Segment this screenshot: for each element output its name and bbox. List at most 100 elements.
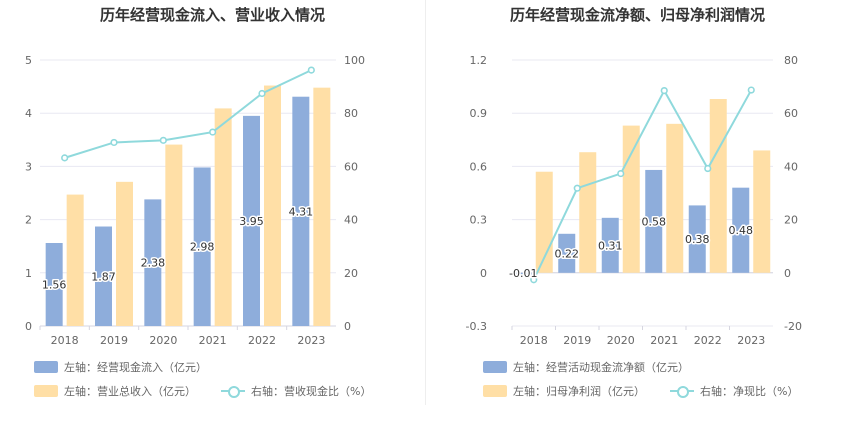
bar-data-label: 0.22 bbox=[555, 247, 580, 260]
line-point bbox=[704, 164, 712, 173]
y-tick-label-left: 5 bbox=[25, 54, 32, 67]
y-tick-label-right: 80 bbox=[344, 107, 358, 120]
bar-secondary bbox=[622, 125, 640, 273]
panel-divider bbox=[425, 0, 426, 405]
y-tick-label-right: 0 bbox=[784, 267, 791, 280]
line-point bbox=[617, 169, 625, 178]
y-tick-label-left: 1 bbox=[25, 267, 32, 280]
bar-primary bbox=[558, 233, 576, 273]
x-tick-label: 2019 bbox=[563, 334, 591, 347]
legend-swatch-line bbox=[221, 385, 245, 398]
line-series bbox=[64, 69, 312, 159]
bar-primary bbox=[144, 199, 162, 326]
bar-secondary bbox=[264, 85, 281, 326]
legend-item-net-cash-flow[interactable]: 左轴：经营活动现金流净额（亿元） bbox=[483, 359, 689, 375]
legend-swatch-bar-secondary bbox=[34, 385, 58, 397]
y-tick-label-left: -0.3 bbox=[466, 320, 487, 333]
x-tick-label: 2023 bbox=[297, 334, 325, 347]
y-tick-label-right: 20 bbox=[784, 214, 798, 227]
bar-data-label: 1.56 bbox=[42, 279, 67, 292]
legend-label: 左轴：经营活动现金流净额（亿元） bbox=[513, 361, 689, 374]
y-tick-label-left: 3 bbox=[25, 160, 32, 173]
legend-item-net-cash-ratio[interactable]: 右轴：净现比（%） bbox=[670, 383, 798, 399]
line-point bbox=[660, 86, 668, 95]
y-tick-label-right: 80 bbox=[784, 54, 798, 67]
y-tick-label-right: -20 bbox=[784, 320, 802, 333]
x-tick-label: 2018 bbox=[51, 334, 79, 347]
legend-label: 左轴：归母净利润（亿元） bbox=[513, 385, 645, 398]
y-tick-label-right: 60 bbox=[344, 160, 358, 173]
bar-primary bbox=[688, 205, 706, 273]
y-tick-label-right: 100 bbox=[344, 54, 365, 67]
legend-item-cash-ratio[interactable]: 右轴：营收现金比（%） bbox=[221, 383, 371, 399]
bar-secondary bbox=[666, 123, 684, 273]
bar-secondary bbox=[709, 99, 727, 273]
y-tick-label-left: 4 bbox=[25, 107, 32, 120]
x-tick-label: 2022 bbox=[694, 334, 722, 347]
chart-title: 历年经营现金流入、营业收入情况 bbox=[99, 6, 325, 24]
line-point bbox=[530, 276, 538, 284]
bar-data-label: -0.01 bbox=[509, 267, 537, 280]
bar-primary bbox=[732, 187, 750, 273]
y-tick-label-right: 20 bbox=[344, 267, 358, 280]
bar-primary bbox=[645, 169, 663, 273]
bar-data-label: 0.38 bbox=[685, 233, 710, 246]
chart-net-cash-svg: -0.3 -20 0 0 0.3 20 0.6 40 0.9 60 1.2 80 2018 2019 202… bbox=[466, 54, 802, 347]
chart-panel-cash-inflow: 历年经营现金流入、营业收入情况 0 0 1 20 2 40 3 60 4 80 5 100 2018 20… bbox=[25, 6, 371, 399]
x-tick-label: 2020 bbox=[607, 334, 635, 347]
y-tick-label-right: 40 bbox=[344, 214, 358, 227]
line-point bbox=[61, 154, 69, 162]
legend-label: 左轴：营业总收入（亿元） bbox=[64, 385, 196, 398]
chart-title: 历年经营现金流净额、归母净利润情况 bbox=[509, 6, 765, 24]
line-point bbox=[110, 138, 118, 147]
legend-label: 左轴：经营现金流入（亿元） bbox=[64, 361, 207, 374]
legend-swatch-bar-primary bbox=[483, 361, 507, 373]
bar-data-label: 0.58 bbox=[642, 215, 667, 228]
line-point bbox=[307, 66, 315, 74]
bar-secondary bbox=[579, 152, 597, 273]
y-tick-label-left: 2 bbox=[25, 214, 32, 227]
line-series bbox=[532, 88, 753, 281]
y-tick-label-left: 0.9 bbox=[470, 107, 488, 120]
legend-label: 右轴：净现比（%） bbox=[700, 385, 799, 398]
legend-swatch-bar-secondary bbox=[483, 385, 507, 397]
line-point bbox=[747, 86, 755, 94]
bar-secondary bbox=[165, 144, 183, 326]
bar-data-label: 1.87 bbox=[91, 270, 116, 283]
legend-swatch-line bbox=[670, 385, 694, 398]
y-tick-label-right: 40 bbox=[784, 160, 798, 173]
x-tick-label: 2020 bbox=[149, 334, 177, 347]
legend-item-revenue[interactable]: 左轴：营业总收入（亿元） bbox=[34, 383, 196, 399]
bar-primary bbox=[45, 243, 63, 326]
y-tick-label-right: 0 bbox=[344, 320, 351, 333]
bar-primary bbox=[95, 226, 112, 326]
bar-primary bbox=[292, 96, 310, 326]
y-tick-label-right: 60 bbox=[784, 107, 798, 120]
x-tick-label: 2021 bbox=[650, 334, 678, 347]
y-tick-label-left: 0.3 bbox=[470, 214, 488, 227]
bar-primary bbox=[514, 272, 532, 275]
bar-secondary bbox=[66, 194, 84, 326]
y-tick-label-left: 0 bbox=[480, 267, 487, 280]
bar-secondary bbox=[214, 108, 232, 326]
line-point bbox=[209, 128, 217, 136]
legend-swatch-bar-primary bbox=[34, 361, 58, 373]
bar-secondary bbox=[313, 87, 331, 326]
bar-data-label: 3.95 bbox=[239, 215, 264, 228]
bar-secondary bbox=[116, 181, 133, 326]
chart-panel-net-cash: 历年经营现金流净额、归母净利润情况 -0.3 -20 0 0 0.3 20 0.6 40 0.9… bbox=[425, 0, 850, 437]
x-tick-label: 2023 bbox=[737, 334, 765, 347]
x-tick-label: 2021 bbox=[199, 334, 227, 347]
bar-data-label: 2.38 bbox=[141, 257, 166, 270]
chart-cash-inflow-svg: 0 0 1 20 2 40 3 60 4 80 5 100 2018 2019 2020 2021 2022 20… bbox=[25, 54, 365, 347]
x-tick-label: 2019 bbox=[100, 334, 128, 347]
bar-secondary bbox=[753, 150, 771, 273]
bar-data-label: 0.31 bbox=[598, 239, 623, 252]
line-point bbox=[159, 136, 167, 144]
bar-data-label: 4.31 bbox=[289, 205, 314, 218]
bar-primary bbox=[601, 217, 619, 273]
legend-item-net-profit[interactable]: 左轴：归母净利润（亿元） bbox=[483, 383, 645, 399]
bar-data-label: 2.98 bbox=[190, 241, 215, 254]
legend-item-cash-inflow[interactable]: 左轴：经营现金流入（亿元） bbox=[34, 359, 207, 375]
line-point bbox=[258, 89, 266, 98]
